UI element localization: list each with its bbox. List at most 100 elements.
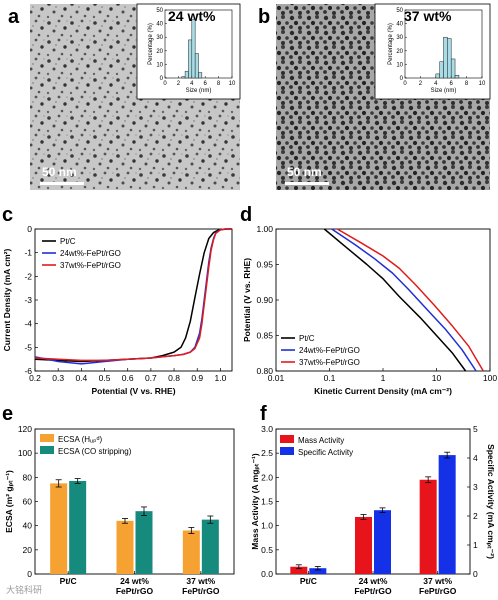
hist-x-tick-label: 2 — [177, 81, 181, 87]
legend-entry: Mass Activity — [298, 436, 344, 445]
y-axis-label: Current Density (mA cm²) — [2, 249, 12, 352]
inset-title-b: 37 wt% — [404, 8, 452, 24]
hist-bar — [447, 38, 452, 79]
legend-entry: 24wt%-FePt/rGO — [60, 249, 121, 258]
x-category-label: 37 wt% — [423, 576, 452, 586]
y-tick-label: -5 — [24, 342, 32, 352]
y-axis-label: Mass Activity (A mgₚₜ⁻¹) — [250, 453, 260, 550]
hist-y-label: Percentage (%) — [148, 23, 154, 65]
x-tick-label: 0.01 — [268, 373, 285, 383]
y2-tick-label: 2 — [473, 511, 478, 521]
y-tick-label: 0.85 — [256, 331, 273, 341]
legend-entry: ECSA (CO stripping) — [58, 447, 132, 456]
y2-tick-label: 5 — [473, 424, 478, 434]
x-tick-label: 1 — [381, 373, 386, 383]
x-category-label: 37 wt% — [186, 576, 215, 586]
legend-swatch — [40, 434, 54, 442]
hist-bar — [450, 58, 456, 79]
y-tick-label: 0.80 — [256, 366, 273, 376]
x-tick-label: 100 — [483, 373, 497, 383]
bar — [182, 530, 200, 574]
bar — [438, 455, 456, 574]
hist-x-tick-label: 4 — [190, 81, 194, 87]
scale-bar-a — [40, 182, 84, 185]
x-category-label: FePt/rGO — [182, 586, 220, 596]
x-category-label: FePt/rGO — [354, 586, 392, 596]
hist-bar — [194, 53, 199, 79]
hist-x-label: Size (nm) — [431, 88, 457, 94]
x-tick-label: 0.4 — [75, 373, 87, 383]
hist-bar — [454, 75, 460, 79]
x-category-label: Pt/C — [60, 576, 77, 586]
legend-entry: ECSA (Hᵤₚᵈ) — [58, 435, 103, 444]
x-tick-label: 10 — [432, 373, 442, 383]
hist-y-tick-label: 50 — [156, 8, 163, 14]
x-category-label: 24 wt% — [359, 576, 388, 586]
hist-x-tick-label: 10 — [479, 81, 486, 87]
histogram-b: 0 2 4 6 8 10 0 10 20 30 40 50 Size (nm) Percentage (%… — [388, 8, 486, 94]
panel-label-c: c — [2, 204, 13, 226]
x-category-label: 24 wt% — [120, 576, 149, 586]
series-line — [323, 228, 467, 372]
hist-bar — [191, 19, 196, 79]
y-axis-label: Potential (V vs. RHE) — [242, 258, 252, 342]
y-tick-label: 1.0 — [261, 521, 273, 531]
watermark: 大铭科研 — [6, 584, 42, 595]
panel-label-d: d — [240, 204, 252, 226]
panel-label-b: b — [258, 6, 270, 28]
legend-swatch — [40, 446, 54, 454]
series-line — [331, 228, 477, 372]
y-tick-label: 2.5 — [261, 448, 273, 458]
hist-bar — [439, 61, 444, 79]
y-tick-label: 0.0 — [261, 569, 273, 579]
y-tick-label: 100 — [18, 448, 32, 458]
x-axis-label: Potential (V vs. RHE) — [91, 386, 175, 396]
hist-x-tick-label: 0 — [403, 81, 407, 87]
series-line — [34, 228, 232, 362]
y-tick-label: 3.0 — [261, 424, 273, 434]
legend-swatch — [280, 447, 294, 455]
hist-y-tick-label: 0 — [160, 76, 164, 82]
hist-bar — [198, 72, 203, 79]
y-tick-label: 0 — [27, 224, 32, 234]
legend-entry: 37wt%-FePt/rGO — [60, 261, 121, 270]
y-tick-label: 0.5 — [261, 545, 273, 555]
y-tick-label: -2 — [24, 271, 32, 281]
y-tick-label: 120 — [18, 424, 32, 434]
y-tick-label: 60 — [23, 497, 33, 507]
hist-bar — [435, 73, 440, 79]
hist-x-tick-label: 6 — [204, 81, 208, 87]
legend-entry: Pt/C — [60, 237, 76, 246]
x-tick-label: 0.8 — [168, 373, 180, 383]
hist-y-tick-label: 10 — [156, 62, 163, 68]
chart-e-ecsa: 0 20 40 60 80 100 120 ECSA (m² gₚₜ⁻¹) Pt/C 24 wt%… — [4, 424, 235, 596]
hist-y-tick-label: 50 — [396, 8, 403, 14]
hist-x-tick-label: 0 — [163, 81, 167, 87]
x-tick-label: 0.7 — [145, 373, 157, 383]
y-tick-label: 20 — [23, 545, 33, 555]
y-tick-label: 0 — [27, 569, 32, 579]
bar — [309, 568, 327, 574]
hist-bar — [181, 76, 186, 79]
x-axis-label: Kinetic Current Density (mA cm⁻²) — [314, 386, 452, 396]
bar — [50, 483, 68, 574]
series-line — [336, 228, 484, 372]
x-category-label: Pt/C — [300, 576, 317, 586]
hist-y-tick-label: 0 — [400, 76, 404, 82]
x-tick-label: 0.2 — [29, 373, 41, 383]
legend-entry: 37wt%-FePt/rGO — [299, 358, 360, 367]
bar — [290, 566, 308, 574]
y-tick-label: -3 — [24, 295, 32, 305]
x-tick-label: 0.5 — [99, 373, 111, 383]
scale-bar-b — [285, 182, 329, 185]
hist-x-tick-label: 4 — [434, 81, 438, 87]
tem-image-b: 50 nm 37 wt% — [276, 3, 491, 190]
hist-x-tick-label: 6 — [450, 81, 454, 87]
bar — [201, 519, 219, 574]
hist-x-label: Size (nm) — [186, 88, 212, 94]
y-tick-label: -4 — [24, 319, 32, 329]
bar — [116, 520, 134, 574]
legend-entry: Pt/C — [299, 334, 315, 343]
chart-f-activity: 0.0 0.5 1.0 1.5 2.0 2.5 3.0 0 1 2 3 4 5 Specific Acti… — [250, 424, 496, 596]
